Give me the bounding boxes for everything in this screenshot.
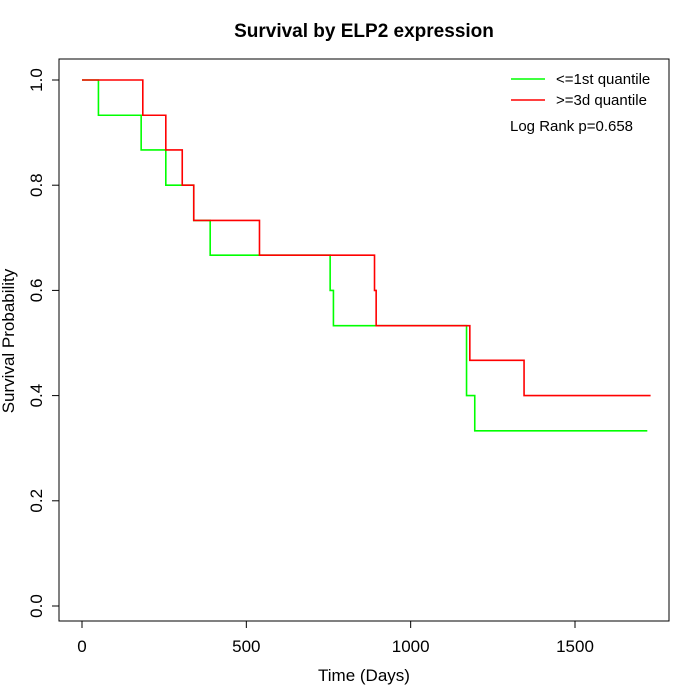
series-layer (82, 79, 651, 432)
y-tick-label: 0.2 (27, 489, 46, 513)
y-tick-label: 0.4 (27, 384, 46, 408)
x-axis: 0 500 1000 1500 (77, 620, 594, 656)
series-line-low-quantile (82, 79, 648, 432)
series-line-high-quantile (82, 79, 651, 397)
y-tick-label: 1.0 (27, 68, 46, 92)
x-tick-label: 500 (232, 637, 260, 656)
x-axis-label: Time (Days) (318, 666, 410, 685)
y-tick-label: 0.8 (27, 173, 46, 197)
legend-label-high: >=3d quantile (556, 92, 647, 109)
x-tick-label: 1000 (392, 637, 430, 656)
x-tick-label: 0 (77, 637, 86, 656)
y-axis-label: Survival Probability (0, 268, 18, 413)
y-tick-label: 0.0 (27, 594, 46, 618)
x-tick-label: 1500 (556, 637, 594, 656)
plot-frame (58, 58, 670, 622)
legend-label-low: <=1st quantile (556, 71, 650, 88)
chart-title: Survival by ELP2 expression (234, 21, 494, 42)
y-axis: 0.0 0.2 0.4 0.6 0.8 1.0 (27, 68, 60, 618)
log-rank-annotation: Log Rank p=0.658 (510, 118, 633, 135)
legend: <=1st quantile >=3d quantile (511, 71, 650, 109)
y-tick-label: 0.6 (27, 279, 46, 303)
